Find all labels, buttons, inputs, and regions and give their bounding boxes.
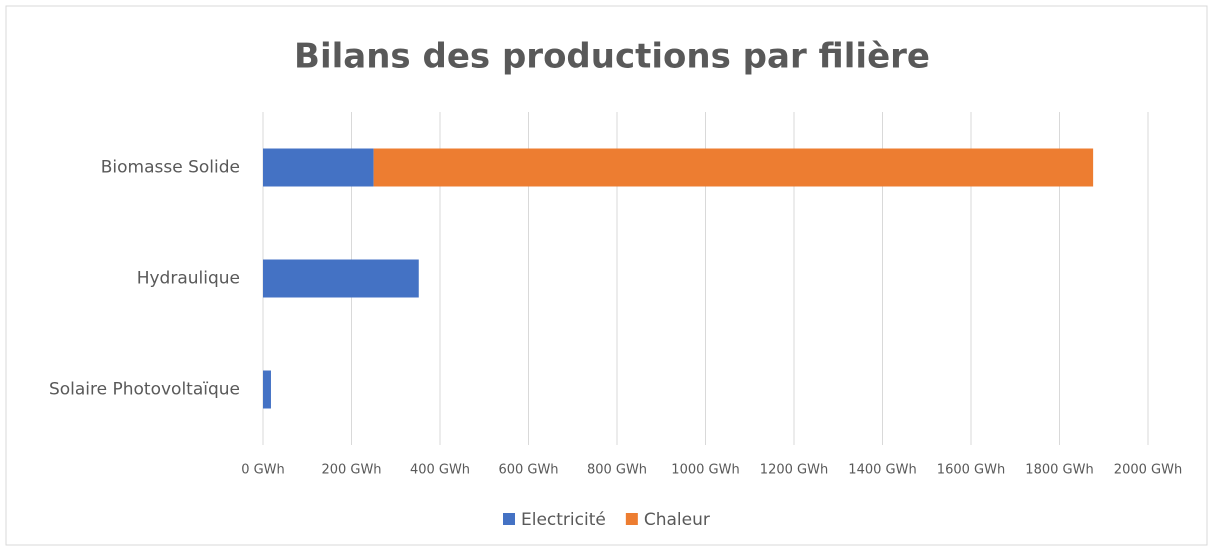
x-tick-label: 1000 GWh — [671, 463, 739, 478]
legend-label: Electricité — [521, 510, 606, 530]
legend-label: Chaleur — [644, 510, 710, 530]
y-tick-label: Biomasse Solide — [101, 158, 240, 178]
x-tick-label: 1800 GWh — [1025, 463, 1093, 478]
bar — [373, 148, 1094, 187]
x-tick-label: 800 GWh — [587, 463, 647, 478]
chart-border — [5, 5, 1208, 546]
x-tick-label: 2000 GWh — [1114, 463, 1182, 478]
x-tick-label: 600 GWh — [498, 463, 558, 478]
y-tick-label: Solaire Photovoltaïque — [49, 380, 240, 400]
bar — [263, 370, 271, 409]
bar — [263, 259, 419, 298]
x-tick-label: 1400 GWh — [848, 463, 916, 478]
x-tick-label: 200 GWh — [321, 463, 381, 478]
legend-swatch — [503, 513, 515, 525]
legend-swatch — [625, 513, 638, 525]
x-tick-label: 1200 GWh — [760, 463, 828, 478]
y-tick-label: Hydraulique — [137, 269, 240, 289]
x-tick-label: 1600 GWh — [937, 463, 1005, 478]
x-tick-label: 0 GWh — [241, 463, 285, 478]
bar — [263, 148, 374, 187]
x-tick-label: 400 GWh — [410, 463, 470, 478]
chart-title: Bilans des productions par filière — [294, 37, 930, 77]
